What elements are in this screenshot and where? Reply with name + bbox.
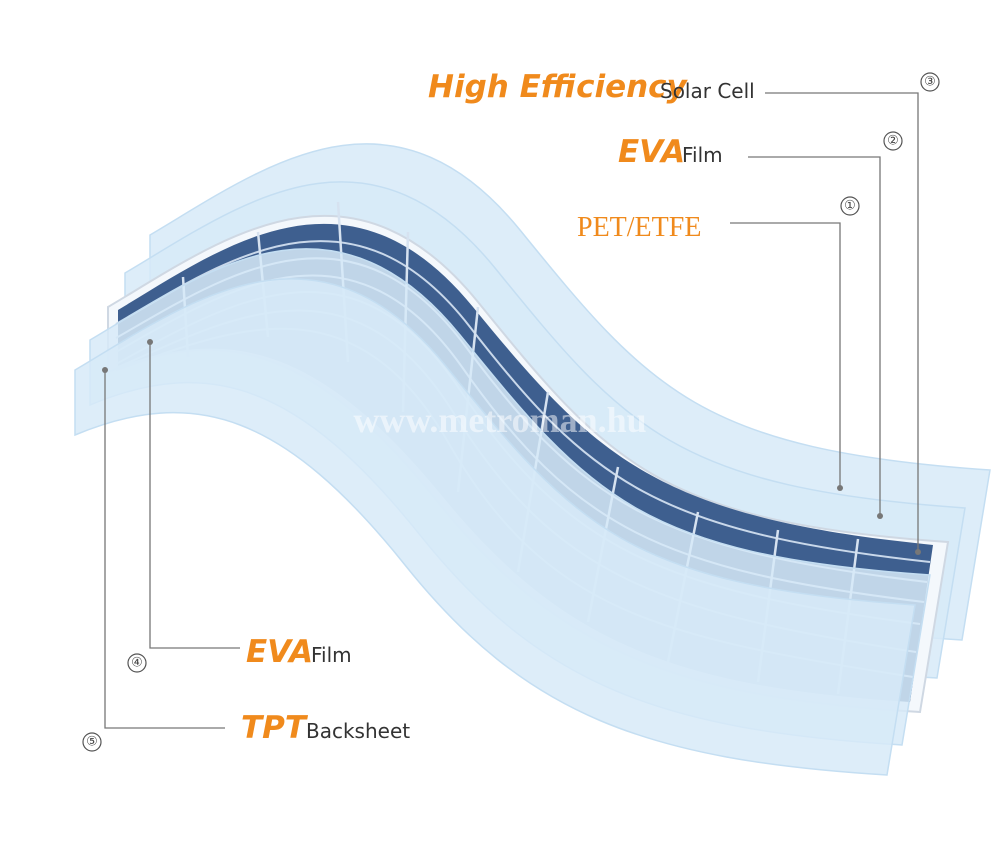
layer-number: ⑤ [86, 735, 98, 750]
layer-number: ③ [924, 75, 936, 90]
leader-lines [82, 72, 940, 752]
layer-title: EVA [618, 134, 685, 170]
layer-subtitle: Backsheet [306, 719, 410, 743]
layer-title: TPT [241, 710, 309, 746]
layer-title: PET/ETFE [577, 212, 701, 243]
layer-title: EVA [246, 634, 313, 670]
layer-title: High Efficiency [428, 69, 689, 105]
layer-number: ④ [131, 656, 143, 671]
layer-subtitle: Film [311, 643, 352, 667]
layers [74, 143, 991, 776]
layer-subtitle: Solar Cell [660, 79, 755, 103]
watermark: www.metroman.hu [353, 400, 646, 440]
layer-number: ② [887, 134, 899, 149]
layer-number: ① [844, 199, 856, 214]
layer-subtitle: Film [682, 143, 723, 167]
